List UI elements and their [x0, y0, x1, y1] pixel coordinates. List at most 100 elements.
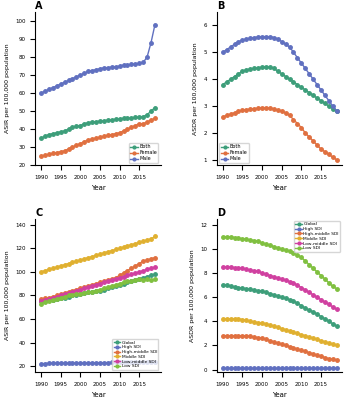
- Low SDI: [311, 266, 315, 271]
- Female: [102, 134, 106, 139]
- Middle SDI: [232, 316, 237, 321]
- Male: [244, 36, 249, 41]
- Both: [149, 109, 153, 114]
- Global: [299, 303, 304, 308]
- Middle SDI: [106, 250, 110, 254]
- Female: [335, 158, 339, 162]
- Global: [307, 308, 311, 313]
- Both: [232, 74, 237, 79]
- Female: [70, 145, 74, 150]
- Female: [319, 147, 323, 152]
- Low-middle SDI: [307, 290, 311, 295]
- High SDI: [331, 366, 335, 370]
- Low-middle SDI: [327, 302, 331, 307]
- Global: [248, 287, 252, 292]
- Male: [272, 35, 276, 40]
- Low SDI: [252, 238, 256, 243]
- Line: Both: Both: [221, 65, 339, 113]
- High-middle SDI: [94, 281, 98, 286]
- Global: [264, 290, 268, 295]
- Low-middle SDI: [248, 268, 252, 272]
- High-middle SDI: [43, 296, 47, 301]
- Both: [121, 116, 126, 121]
- Global: [256, 288, 260, 293]
- Low-middle SDI: [299, 285, 304, 290]
- Male: [74, 74, 78, 79]
- Both: [244, 67, 249, 72]
- Both: [295, 82, 300, 87]
- High SDI: [264, 366, 268, 370]
- High SDI: [137, 360, 141, 364]
- Low-middle SDI: [106, 279, 110, 284]
- Both: [323, 101, 327, 106]
- Middle SDI: [102, 250, 106, 255]
- High SDI: [141, 360, 145, 364]
- Female: [307, 134, 311, 139]
- High-middle SDI: [86, 284, 90, 288]
- Low SDI: [39, 301, 43, 306]
- High-middle SDI: [55, 293, 59, 298]
- Global: [232, 284, 237, 289]
- Global: [98, 288, 102, 293]
- Low SDI: [276, 245, 280, 250]
- Female: [232, 110, 237, 115]
- High-middle SDI: [121, 271, 126, 276]
- Middle SDI: [149, 236, 153, 241]
- High-middle SDI: [118, 273, 122, 278]
- Middle SDI: [125, 244, 130, 248]
- High-middle SDI: [129, 266, 133, 271]
- Female: [276, 108, 280, 112]
- Middle SDI: [129, 242, 133, 247]
- Female: [145, 120, 149, 124]
- Female: [153, 116, 157, 121]
- High SDI: [252, 366, 256, 370]
- Low-middle SDI: [272, 274, 276, 279]
- Low-middle SDI: [129, 272, 133, 276]
- Middle SDI: [74, 259, 78, 264]
- High SDI: [299, 366, 304, 370]
- Both: [78, 123, 82, 128]
- Male: [133, 62, 137, 67]
- Male: [287, 44, 292, 49]
- Global: [287, 297, 292, 302]
- Middle SDI: [78, 258, 82, 262]
- Low-middle SDI: [252, 268, 256, 273]
- Both: [303, 88, 307, 92]
- Both: [62, 128, 67, 133]
- High SDI: [315, 366, 319, 370]
- Legend: Global, High SDI, High-middle SDI, Middle SDI, Low-middle SDI, Low SDI: Global, High SDI, High-middle SDI, Middl…: [294, 221, 340, 252]
- Low-middle SDI: [264, 272, 268, 277]
- High-middle SDI: [133, 264, 137, 268]
- Line: Low SDI: Low SDI: [221, 235, 339, 290]
- Middle SDI: [264, 321, 268, 326]
- Middle SDI: [118, 246, 122, 251]
- Low SDI: [264, 242, 268, 246]
- High SDI: [260, 366, 264, 370]
- Male: [225, 47, 229, 52]
- Line: Male: Male: [39, 23, 157, 95]
- Male: [114, 64, 118, 69]
- Text: D: D: [217, 208, 225, 218]
- High SDI: [98, 360, 102, 365]
- High SDI: [43, 361, 47, 366]
- Low SDI: [94, 288, 98, 293]
- Global: [145, 274, 149, 279]
- High-middle SDI: [74, 287, 78, 292]
- High-middle SDI: [232, 334, 237, 338]
- Low SDI: [303, 259, 307, 264]
- Low-middle SDI: [244, 267, 249, 272]
- Male: [295, 55, 300, 60]
- Both: [252, 66, 256, 71]
- Global: [252, 288, 256, 292]
- Global: [78, 292, 82, 297]
- Female: [98, 135, 102, 140]
- High SDI: [66, 361, 71, 366]
- Male: [102, 66, 106, 70]
- Both: [264, 65, 268, 70]
- Male: [331, 104, 335, 108]
- Both: [98, 119, 102, 124]
- Male: [59, 82, 63, 86]
- Low-middle SDI: [228, 265, 233, 270]
- Low-middle SDI: [70, 290, 74, 294]
- Low SDI: [51, 298, 55, 302]
